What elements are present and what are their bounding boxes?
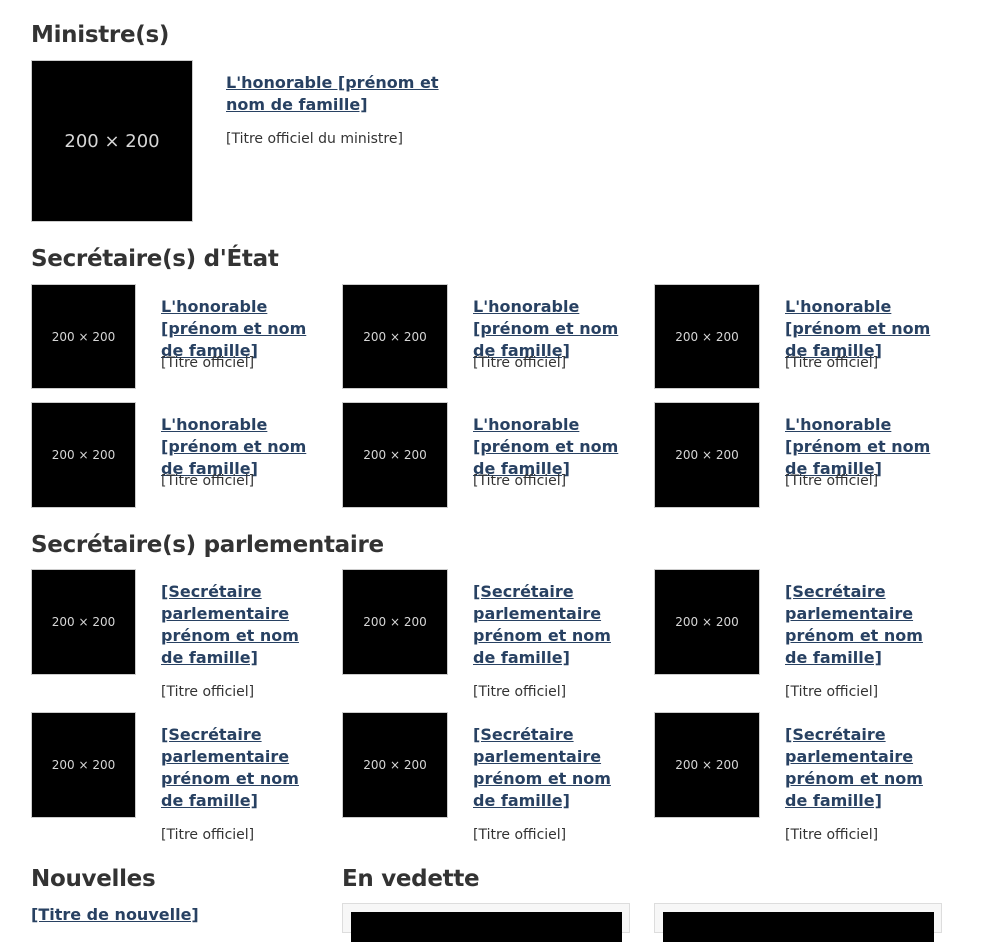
parliamentary-secretary-photo-placeholder: 200 × 200 xyxy=(654,569,760,675)
secretary-of-state-photo-placeholder: 200 × 200 xyxy=(654,402,760,508)
secretary-of-state-name-link[interactable]: L'honorable [prénom et nom de famille] xyxy=(785,297,931,360)
parliamentary-secretary-photo-placeholder: 200 × 200 xyxy=(31,712,136,818)
secretary-of-state-title: [Titre officiel] xyxy=(785,355,879,371)
parliamentary-secretary-photo-placeholder: 200 × 200 xyxy=(31,569,136,675)
parliamentary-secretary-title: [Titre officiel] xyxy=(785,827,879,843)
secretary-of-state-title: [Titre officiel] xyxy=(161,355,255,371)
parliamentary-secretary-title: [Titre officiel] xyxy=(473,684,567,700)
parliamentary-secretary-title: [Titre officiel] xyxy=(161,827,255,843)
secretary-of-state-title: [Titre officiel] xyxy=(785,473,879,489)
minister-title: [Titre officiel du ministre] xyxy=(226,131,403,147)
secretary-of-state-photo-placeholder: 200 × 200 xyxy=(31,284,136,389)
secretary-of-state-title: [Titre officiel] xyxy=(473,473,567,489)
featured-card-image xyxy=(351,912,622,942)
secretary-of-state-photo-placeholder: 200 × 200 xyxy=(342,284,448,389)
minister-photo-placeholder: 200 × 200 xyxy=(31,60,193,222)
secretaries-of-state-heading: Secrétaire(s) d'État xyxy=(31,246,279,272)
minister-name-link[interactable]: L'honorable [prénom et nom de famille] xyxy=(226,73,439,114)
parliamentary-secretary-photo-placeholder: 200 × 200 xyxy=(654,712,760,818)
news-item-link[interactable]: [Titre de nouvelle] xyxy=(31,905,199,924)
featured-heading: En vedette xyxy=(342,866,480,892)
secretary-of-state-name-link[interactable]: L'honorable [prénom et nom de famille] xyxy=(161,415,307,478)
parliamentary-secretary-title: [Titre officiel] xyxy=(785,684,879,700)
parliamentary-secretary-name-link[interactable]: [Secrétaire parlementaire prénom et nom … xyxy=(473,725,611,810)
secretary-of-state-name-link[interactable]: L'honorable [prénom et nom de famille] xyxy=(473,415,619,478)
secretary-of-state-title: [Titre officiel] xyxy=(473,355,567,371)
secretary-of-state-title: [Titre officiel] xyxy=(161,473,255,489)
news-heading: Nouvelles xyxy=(31,866,156,892)
secretary-of-state-photo-placeholder: 200 × 200 xyxy=(654,284,760,389)
parliamentary-secretary-title: [Titre officiel] xyxy=(473,827,567,843)
parliamentary-secretary-photo-placeholder: 200 × 200 xyxy=(342,712,448,818)
parliamentary-secretary-name-link[interactable]: [Secrétaire parlementaire prénom et nom … xyxy=(161,725,299,810)
parliamentary-secretary-photo-placeholder: 200 × 200 xyxy=(342,569,448,675)
parliamentary-secretary-title: [Titre officiel] xyxy=(161,684,255,700)
parliamentary-secretary-name-link[interactable]: [Secrétaire parlementaire prénom et nom … xyxy=(785,725,923,810)
parliamentary-secretary-name-link[interactable]: [Secrétaire parlementaire prénom et nom … xyxy=(161,582,299,667)
secretary-of-state-name-link[interactable]: L'honorable [prénom et nom de famille] xyxy=(473,297,619,360)
parliamentary-secretaries-heading: Secrétaire(s) parlementaire xyxy=(31,532,384,558)
secretary-of-state-name-link[interactable]: L'honorable [prénom et nom de famille] xyxy=(161,297,307,360)
parliamentary-secretary-name-link[interactable]: [Secrétaire parlementaire prénom et nom … xyxy=(473,582,611,667)
secretary-of-state-photo-placeholder: 200 × 200 xyxy=(31,402,136,508)
ministers-heading: Ministre(s) xyxy=(31,22,170,48)
secretary-of-state-name-link[interactable]: L'honorable [prénom et nom de famille] xyxy=(785,415,931,478)
featured-card-image xyxy=(663,912,934,942)
parliamentary-secretary-name-link[interactable]: [Secrétaire parlementaire prénom et nom … xyxy=(785,582,923,667)
secretary-of-state-photo-placeholder: 200 × 200 xyxy=(342,402,448,508)
